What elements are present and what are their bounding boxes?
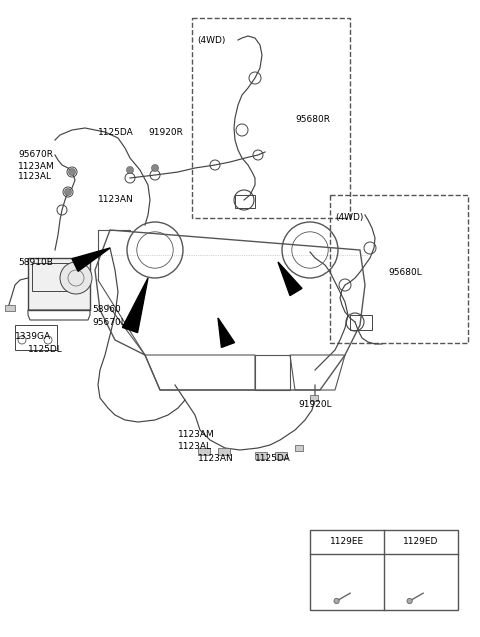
Text: 91920L: 91920L: [298, 400, 332, 409]
Bar: [275, 452, 287, 459]
Text: 1129ED: 1129ED: [403, 538, 439, 547]
Bar: [5, 305, 15, 311]
Text: 1123AN: 1123AN: [98, 195, 134, 204]
Polygon shape: [278, 262, 302, 296]
Circle shape: [407, 598, 412, 604]
Text: 91920R: 91920R: [148, 128, 183, 137]
Text: 95670L: 95670L: [92, 318, 126, 327]
Text: 1125DA: 1125DA: [255, 454, 291, 463]
Bar: [218, 448, 230, 455]
Circle shape: [64, 189, 72, 196]
Text: 1125DL: 1125DL: [28, 345, 63, 354]
Bar: [255, 452, 267, 459]
Text: (4WD): (4WD): [335, 213, 363, 222]
Bar: [15, 325, 57, 350]
Circle shape: [69, 169, 75, 176]
Bar: [28, 258, 90, 310]
Bar: [198, 448, 210, 455]
Text: 1129EE: 1129EE: [330, 538, 364, 547]
Text: 1123AL: 1123AL: [178, 442, 212, 451]
Text: 1123AN: 1123AN: [198, 454, 234, 463]
Text: (4WD): (4WD): [197, 36, 226, 45]
Text: 1125DA: 1125DA: [98, 128, 134, 137]
Circle shape: [334, 598, 339, 604]
Bar: [295, 445, 303, 451]
Bar: [32, 263, 70, 291]
Text: 58910B: 58910B: [18, 258, 53, 267]
Text: 1123AM: 1123AM: [178, 430, 215, 439]
Polygon shape: [122, 278, 148, 333]
Text: 95680L: 95680L: [388, 268, 422, 277]
Circle shape: [60, 262, 92, 294]
Bar: [330, 195, 468, 343]
Circle shape: [127, 166, 133, 173]
Polygon shape: [72, 248, 110, 271]
Bar: [310, 530, 458, 610]
Text: 1123AM: 1123AM: [18, 162, 55, 171]
Text: 1339GA: 1339GA: [15, 332, 51, 341]
Text: 95680R: 95680R: [295, 115, 330, 124]
Text: 1123AL: 1123AL: [18, 172, 52, 181]
Text: 95670R: 95670R: [18, 150, 53, 159]
Circle shape: [152, 164, 158, 171]
Bar: [310, 395, 318, 401]
Polygon shape: [218, 318, 235, 347]
Text: 58960: 58960: [92, 305, 121, 314]
Bar: [192, 18, 350, 218]
